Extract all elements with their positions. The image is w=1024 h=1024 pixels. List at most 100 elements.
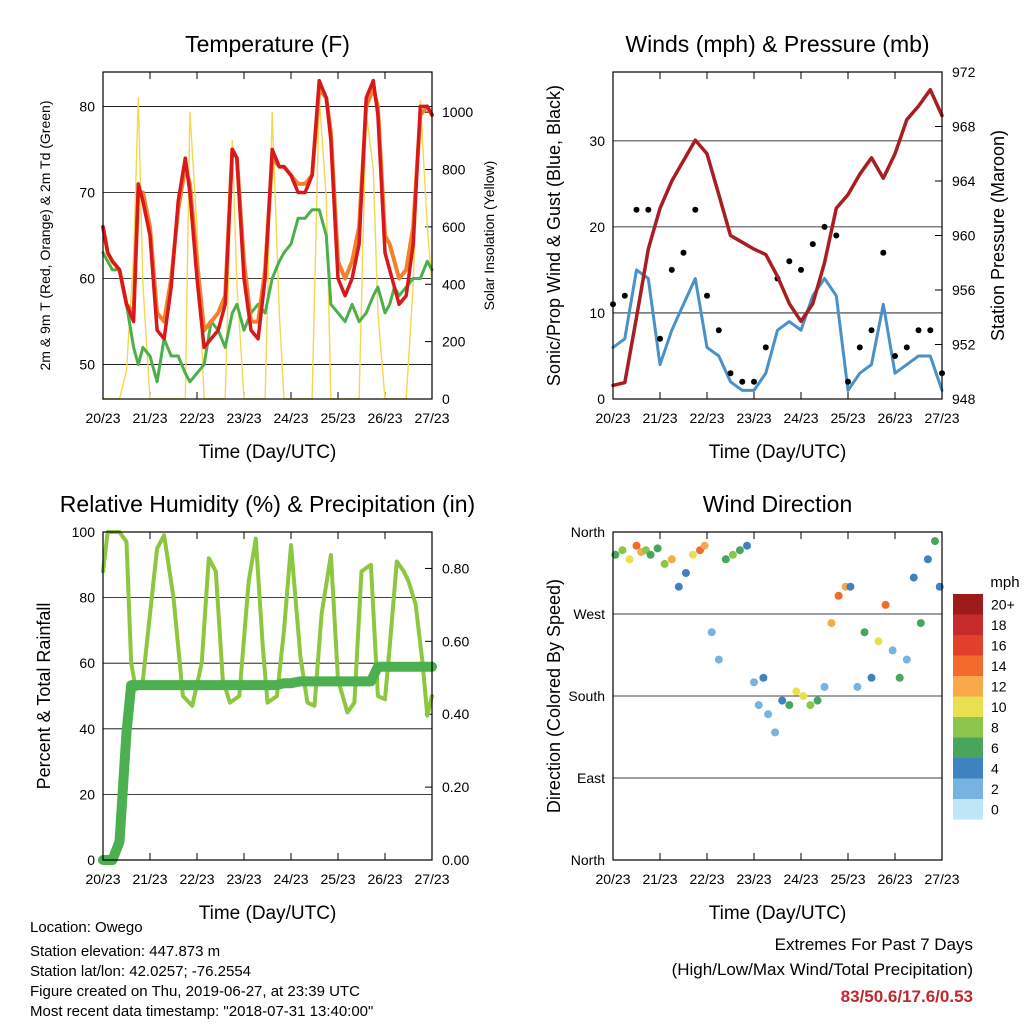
colorbar-label: 16 (991, 637, 1007, 653)
wind-y2-axis-label: Station Pressure (Maroon) (988, 130, 1008, 341)
gust-point (833, 232, 840, 239)
wind-direction-point (820, 682, 829, 691)
wind-x-tick-label: 21/23 (642, 410, 677, 426)
colorbar-swatch (953, 676, 983, 697)
extremes-title: Extremes For Past 7 Days (774, 935, 973, 954)
wind-x-axis-label: Time (Day/UTC) (709, 442, 847, 463)
wind-x-tick-label: 22/23 (689, 410, 724, 426)
wind-direction-point (874, 637, 883, 646)
rh-y2-tick-label: 0.20 (442, 779, 469, 795)
gust-point (762, 344, 769, 351)
gust-point (715, 327, 722, 334)
temp-y-tick-label: 70 (79, 184, 95, 200)
colorbar-swatch (953, 696, 983, 717)
dir-x-tick-label: 21/23 (642, 871, 677, 887)
wind-direction-point (618, 546, 627, 555)
rh-x-tick-label: 24/23 (273, 871, 308, 887)
wind-direction-point (771, 728, 780, 737)
gust-point (915, 327, 922, 334)
colorbar-label: 18 (991, 617, 1007, 633)
wind-direction-point (902, 655, 911, 664)
wind-direction-point (860, 628, 869, 637)
temp-y2-tick-label: 200 (442, 334, 466, 350)
gust-point (727, 370, 734, 377)
gust-point (892, 353, 898, 359)
wind-y2-tick-label: 964 (952, 173, 976, 189)
dir-y-tick-label: North (571, 852, 605, 868)
wind-direction-point (721, 555, 730, 564)
rh-chart-title: Relative Humidity (%) & Precipitation (i… (60, 491, 475, 517)
sonic-wind-line (611, 268, 944, 392)
rh-y2-tick-label: 0.40 (442, 706, 469, 722)
wind-chart-title: Winds (mph) & Pressure (mb) (625, 31, 929, 57)
extremes-values: 83/50.6/17.6/0.53 (840, 987, 973, 1006)
temp-x-tick-label: 21/23 (132, 410, 167, 426)
wind-direction-point (714, 655, 723, 664)
colorbar-swatch (953, 594, 983, 615)
latlon-text: Station lat/lon: 42.0257; -76.2554 (30, 963, 252, 980)
temp-y-axis-label: 2m & 9m T (Red, Orange) & 2m Td (Green) (37, 101, 53, 371)
temp-y2-tick-label: 1000 (442, 104, 473, 120)
wind-x-tick-label: 24/23 (783, 410, 818, 426)
colorbar-label: 2 (991, 781, 999, 797)
wind-direction-point (785, 701, 794, 710)
temp-y2-tick-label: 800 (442, 162, 466, 178)
rh-x-tick-label: 22/23 (179, 871, 214, 887)
gust-point (903, 344, 910, 351)
wind-direction-point (660, 559, 669, 568)
temp-x-tick-label: 20/23 (85, 410, 120, 426)
temp-2m-line (101, 78, 434, 350)
wind-direction-point (846, 582, 855, 591)
gust-point (680, 249, 687, 256)
wind-direction-point (625, 555, 634, 564)
dir-y-tick-label: North (571, 524, 605, 540)
wind-direction-point (728, 550, 737, 559)
colorbar-label: 8 (991, 719, 999, 735)
wind-y-tick-label: 20 (589, 219, 605, 235)
rh-x-tick-label: 27/23 (414, 871, 449, 887)
gust-point (739, 378, 746, 385)
rh-x-axis-label: Time (Day/UTC) (199, 903, 337, 924)
temp-x-tick-label: 22/23 (179, 410, 214, 426)
wind-y2-tick-label: 968 (952, 119, 976, 135)
temp-y2-axis-label: Solar Insolation (Yellow) (481, 161, 497, 311)
gust-point (798, 266, 804, 273)
wind-direction-point (759, 673, 768, 682)
wind-direction-point (750, 678, 758, 687)
extremes-subtitle: (High/Low/Max Wind/Total Precipitation) (671, 960, 973, 979)
wind-y2-tick-label: 956 (952, 282, 976, 298)
wind-direction-point (909, 573, 918, 582)
created-text: Figure created on Thu, 2019-06-27, at 23… (30, 983, 360, 1000)
gust-point (927, 327, 934, 334)
wind-direction-point (881, 600, 890, 609)
gust-point (645, 206, 652, 213)
wind-x-tick-label: 23/23 (736, 410, 771, 426)
dir-plot-frame (612, 531, 943, 861)
wind-direction-point (667, 555, 676, 564)
gust-point (868, 327, 875, 334)
wind-direction-point (754, 701, 763, 710)
dir-y-tick-label: South (568, 688, 605, 704)
dir-y-axis-label: Direction (Colored By Speed) (544, 579, 564, 813)
dir-x-tick-label: 26/23 (877, 871, 912, 887)
colorbar-label: 6 (991, 740, 999, 756)
colorbar-label: 12 (991, 678, 1007, 694)
gust-point (633, 206, 640, 213)
rh-x-tick-label: 21/23 (132, 871, 167, 887)
wind-direction-point (827, 619, 836, 628)
colorbar-swatch (953, 778, 983, 799)
dir-y-tick-label: East (577, 770, 605, 786)
temp-y2-tick-label: 400 (442, 276, 466, 292)
wind-y-axis-label: Sonic/Prop Wind & Gust (Blue, Black) (544, 85, 564, 386)
gust-point (692, 206, 699, 213)
wind-direction-point (707, 628, 716, 637)
gust-point (856, 344, 863, 351)
dir-x-tick-label: 25/23 (830, 871, 865, 887)
wind-direction-point (813, 696, 822, 705)
wind-y2-tick-label: 948 (952, 391, 976, 407)
dir-x-tick-label: 24/23 (783, 871, 818, 887)
colorbar-label: 4 (991, 760, 999, 776)
rh-y-tick-label: 0 (87, 852, 95, 868)
wind-direction-point (735, 546, 744, 555)
wind-direction-point (895, 673, 904, 682)
